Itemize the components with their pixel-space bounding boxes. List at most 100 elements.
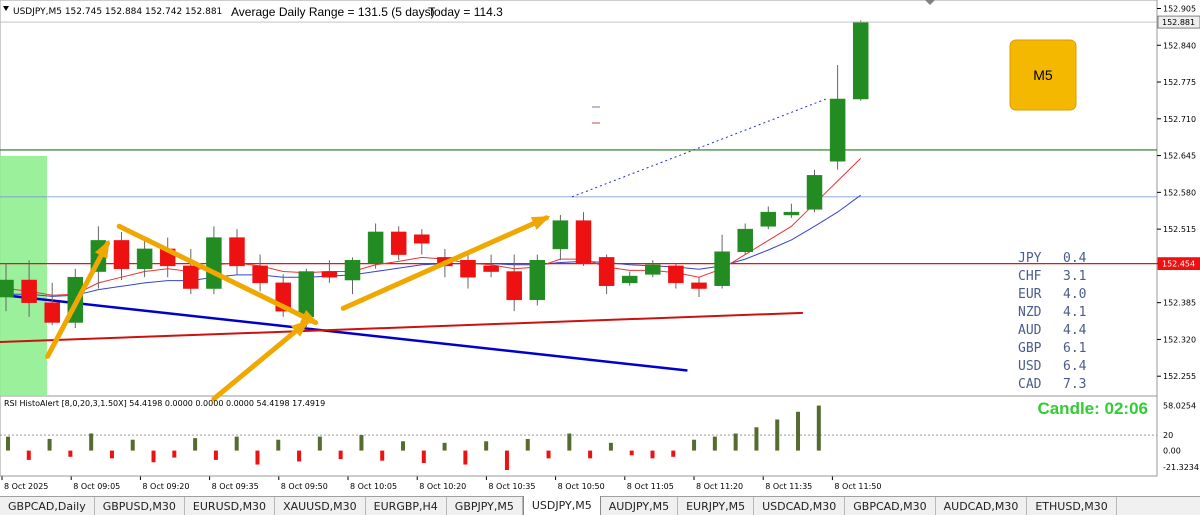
candle-body [852,21,869,100]
candle-body [0,279,14,298]
trend-arrow[interactable] [340,215,551,311]
candle[interactable] [414,229,430,255]
histogram-bar [317,436,322,451]
price-tag: 152.454 [1157,257,1200,271]
chart-menu-triangle-icon[interactable] [3,6,9,11]
candle-body [136,248,153,269]
candle[interactable] [691,277,707,297]
time-tick-label: 8 Oct 10:50 [558,482,605,491]
blue-trendline[interactable] [0,293,688,372]
candle[interactable] [552,214,569,261]
symbol-tab[interactable]: XAUUSD,M30 [275,497,366,515]
candle[interactable] [668,263,684,289]
price-tick-label: 152.385 [1163,299,1196,308]
histogram-bar [692,439,697,451]
shift-marker-icon[interactable] [925,0,935,5]
candle[interactable] [483,254,499,278]
price-chart[interactable]: 152.905 152.840 152.775 152.710 152.645 152.5… [0,0,1200,496]
candle[interactable] [783,203,800,218]
candle[interactable] [645,260,661,278]
symbol-tab[interactable]: USDJPY,M5 [522,496,601,515]
candle-body [229,237,245,267]
symbol-tab[interactable]: GBPJPY,M5 [447,497,523,515]
currency-strength-value: 6.1 [1063,341,1086,356]
red-trendline[interactable] [0,311,803,344]
price-tick-label: 152.320 [1163,335,1196,344]
currency-strength-value: 7.3 [1063,377,1086,392]
symbol-info: USDJPY,M5 152.745 152.884 152.742 152.88… [13,7,222,17]
candle[interactable] [598,254,615,295]
histogram-bar [359,435,364,451]
symbol-tab[interactable]: ETHUSD,M30 [1027,497,1117,515]
histogram-bar [629,450,634,456]
candle[interactable] [0,263,14,312]
candle[interactable] [529,254,546,306]
symbol-tab[interactable]: USDCAD,M30 [754,497,846,515]
candle[interactable] [344,257,361,295]
symbol-tab[interactable]: EURUSD,M30 [185,497,276,515]
candle[interactable] [737,223,753,255]
candle[interactable] [229,229,245,275]
trend-arrow-head [94,239,110,259]
price-tick-label: 152.840 [1163,41,1196,50]
histogram-tick-label: 58.0254 [1163,402,1196,411]
trend-arrow[interactable] [45,239,111,359]
currency-strength-value: 4.4 [1063,323,1087,338]
candle[interactable] [575,212,592,266]
candle[interactable] [621,271,638,286]
histogram-bar [608,442,613,451]
histogram-bar [338,450,343,460]
candle[interactable] [806,169,823,213]
candle[interactable] [714,234,730,289]
candle-body [252,265,268,284]
time-tick-label: 8 Oct 09:20 [142,482,189,491]
candle-body [575,220,592,264]
candle[interactable] [136,240,153,278]
candle[interactable] [44,282,60,326]
price-tag-label: 152.454 [1162,260,1195,269]
candle[interactable] [321,260,338,283]
indicator-panel[interactable] [0,395,1158,477]
dotted-projection-line[interactable] [571,98,827,198]
histogram-bar [421,450,426,464]
symbol-tab[interactable]: EURGBP,H4 [366,497,447,515]
candle-body [737,228,753,252]
candle[interactable] [21,260,37,317]
candle[interactable] [852,20,869,101]
time-tick-label: 8 Oct 11:05 [627,482,674,491]
price-tag: 152.881 [1157,15,1200,29]
currency-strength-value: 0.4 [1063,251,1087,266]
trend-arrow-shaft [45,240,111,359]
candle[interactable] [506,254,522,312]
time-tick-label: 8 Oct 2025 [4,482,48,491]
histogram-bar [276,439,281,451]
candle[interactable] [829,65,846,170]
candle[interactable] [183,248,199,295]
symbol-tab[interactable]: GBPCAD,M30 [845,497,936,515]
candle[interactable] [460,254,476,289]
candle[interactable] [367,223,384,269]
symbol-tab[interactable]: EURJPY,M5 [678,497,755,515]
candle[interactable] [113,231,130,281]
currency-strength-value: 6.4 [1063,359,1087,374]
currency-strength-value: 4.1 [1063,305,1086,320]
symbol-tab[interactable]: GBPUSD,M30 [95,497,185,515]
trend-arrow[interactable] [211,319,310,402]
currency-strength-value: 3.1 [1063,269,1086,284]
candle[interactable] [390,226,407,261]
histogram-tick-label: 0.00 [1163,447,1181,456]
candle[interactable] [252,254,268,292]
price-tag-label: 152.881 [1162,18,1195,27]
symbol-tab[interactable]: AUDJPY,M5 [601,497,679,515]
candle-body [598,257,615,286]
symbol-tab[interactable]: AUDCAD,M30 [936,497,1028,515]
histogram-bar [172,450,177,458]
histogram-bar [546,450,551,459]
price-tag-box [1157,15,1200,29]
main-plot-area[interactable] [0,0,1158,397]
symbol-tab[interactable]: GBPCAD,Daily [0,497,95,515]
candle[interactable] [760,206,777,230]
trend-arrow-shaft [340,215,550,311]
currency-code: GBP [1018,341,1042,356]
